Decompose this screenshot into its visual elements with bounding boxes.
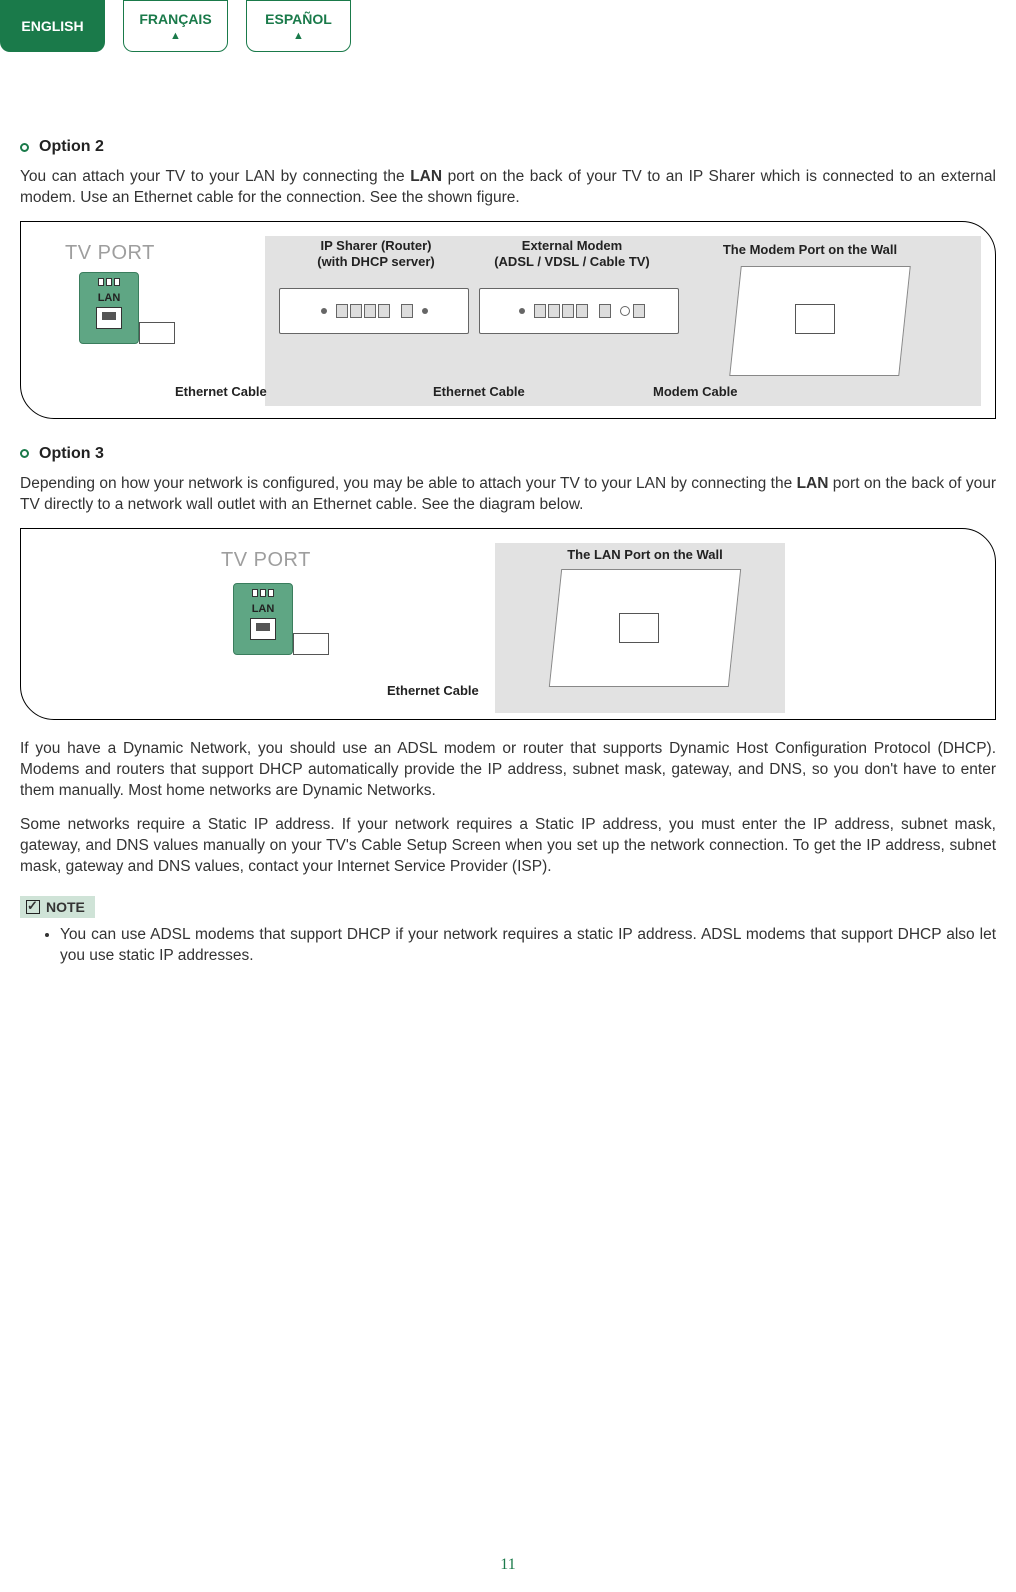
tvport-label: TV PORT [221,549,311,572]
ethernet-jack-icon [96,307,122,329]
modem-label-l2: (ADSL / VDSL / Cable TV) [494,254,650,269]
lan-text: LAN [252,603,275,615]
wall-jack-icon [619,613,659,643]
option2-text-pre: You can attach your TV to your LAN by co… [20,168,410,185]
option3-text: Depending on how your network is configu… [20,473,996,516]
bullet-icon [20,449,29,458]
chevron-up-icon: ▲ [170,30,181,42]
option3-text-pre: Depending on how your network is configu… [20,475,797,492]
lan-port-icon: LAN [233,583,293,655]
note-label: NOTE [46,899,85,915]
router-label: IP Sharer (Router) (with DHCP server) [291,238,461,271]
paragraph-dynamic-network: If you have a Dynamic Network, you shoul… [20,738,996,802]
language-tabs: ENGLISH FRANÇAIS ▲ ESPAÑOL ▲ [0,0,1016,52]
lang-label-francais: FRANÇAIS [139,11,211,27]
option3-header: Option 3 [20,445,996,463]
page-number: 11 [0,1556,1016,1574]
diagram-option3: TV PORT LAN The LAN Port on the Wall Eth… [20,528,996,720]
option3-text-bold: LAN [797,475,829,492]
modem-cable-label: Modem Cable [653,384,738,399]
modem-label-l1: External Modem [522,238,622,253]
paragraph-static-ip: Some networks require a Static IP addres… [20,814,996,878]
option2-title: Option 2 [39,138,104,156]
page-content: Option 2 You can attach your TV to your … [0,52,1016,967]
note-item: You can use ADSL modems that support DHC… [60,924,996,967]
checkmark-icon [26,900,40,914]
tvport-label: TV PORT [65,242,155,265]
lang-tab-english[interactable]: ENGLISH [0,0,105,52]
modem-icon [479,288,679,334]
lang-tab-francais[interactable]: FRANÇAIS ▲ [123,0,228,52]
modem-label: External Modem (ADSL / VDSL / Cable TV) [477,238,667,271]
option3-title: Option 3 [39,445,104,463]
network-icon [98,278,120,290]
eth-cable-label-2: Ethernet Cable [433,384,525,399]
eth-cable-label-1: Ethernet Cable [175,384,267,399]
note-badge: NOTE [20,896,95,918]
diagram-option2: TV PORT LAN IP Sharer (Router) (with DHC… [20,221,996,419]
wall-jack-icon [795,304,835,334]
router-label-l1: IP Sharer (Router) [320,238,431,253]
lang-label-english: ENGLISH [21,18,83,34]
lan-port-icon: LAN [79,272,139,344]
note-list: You can use ADSL modems that support DHC… [20,924,996,967]
router-label-l2: (with DHCP server) [317,254,435,269]
router-icon [279,288,469,334]
lang-tab-espanol[interactable]: ESPAÑOL ▲ [246,0,351,52]
option2-text-bold: LAN [410,168,442,185]
option2-text: You can attach your TV to your LAN by co… [20,166,996,209]
bullet-icon [20,143,29,152]
eth-cable-label: Ethernet Cable [387,683,479,698]
wall-label: The Modem Port on the Wall [695,242,925,258]
cable-plug-icon [139,322,175,344]
ethernet-jack-icon [250,618,276,640]
chevron-up-icon: ▲ [293,30,304,42]
option2-header: Option 2 [20,138,996,156]
lan-text: LAN [98,292,121,304]
network-icon [252,589,274,601]
cable-plug-icon [293,633,329,655]
lang-label-espanol: ESPAÑOL [265,11,332,27]
wall-label: The LAN Port on the Wall [545,547,745,563]
